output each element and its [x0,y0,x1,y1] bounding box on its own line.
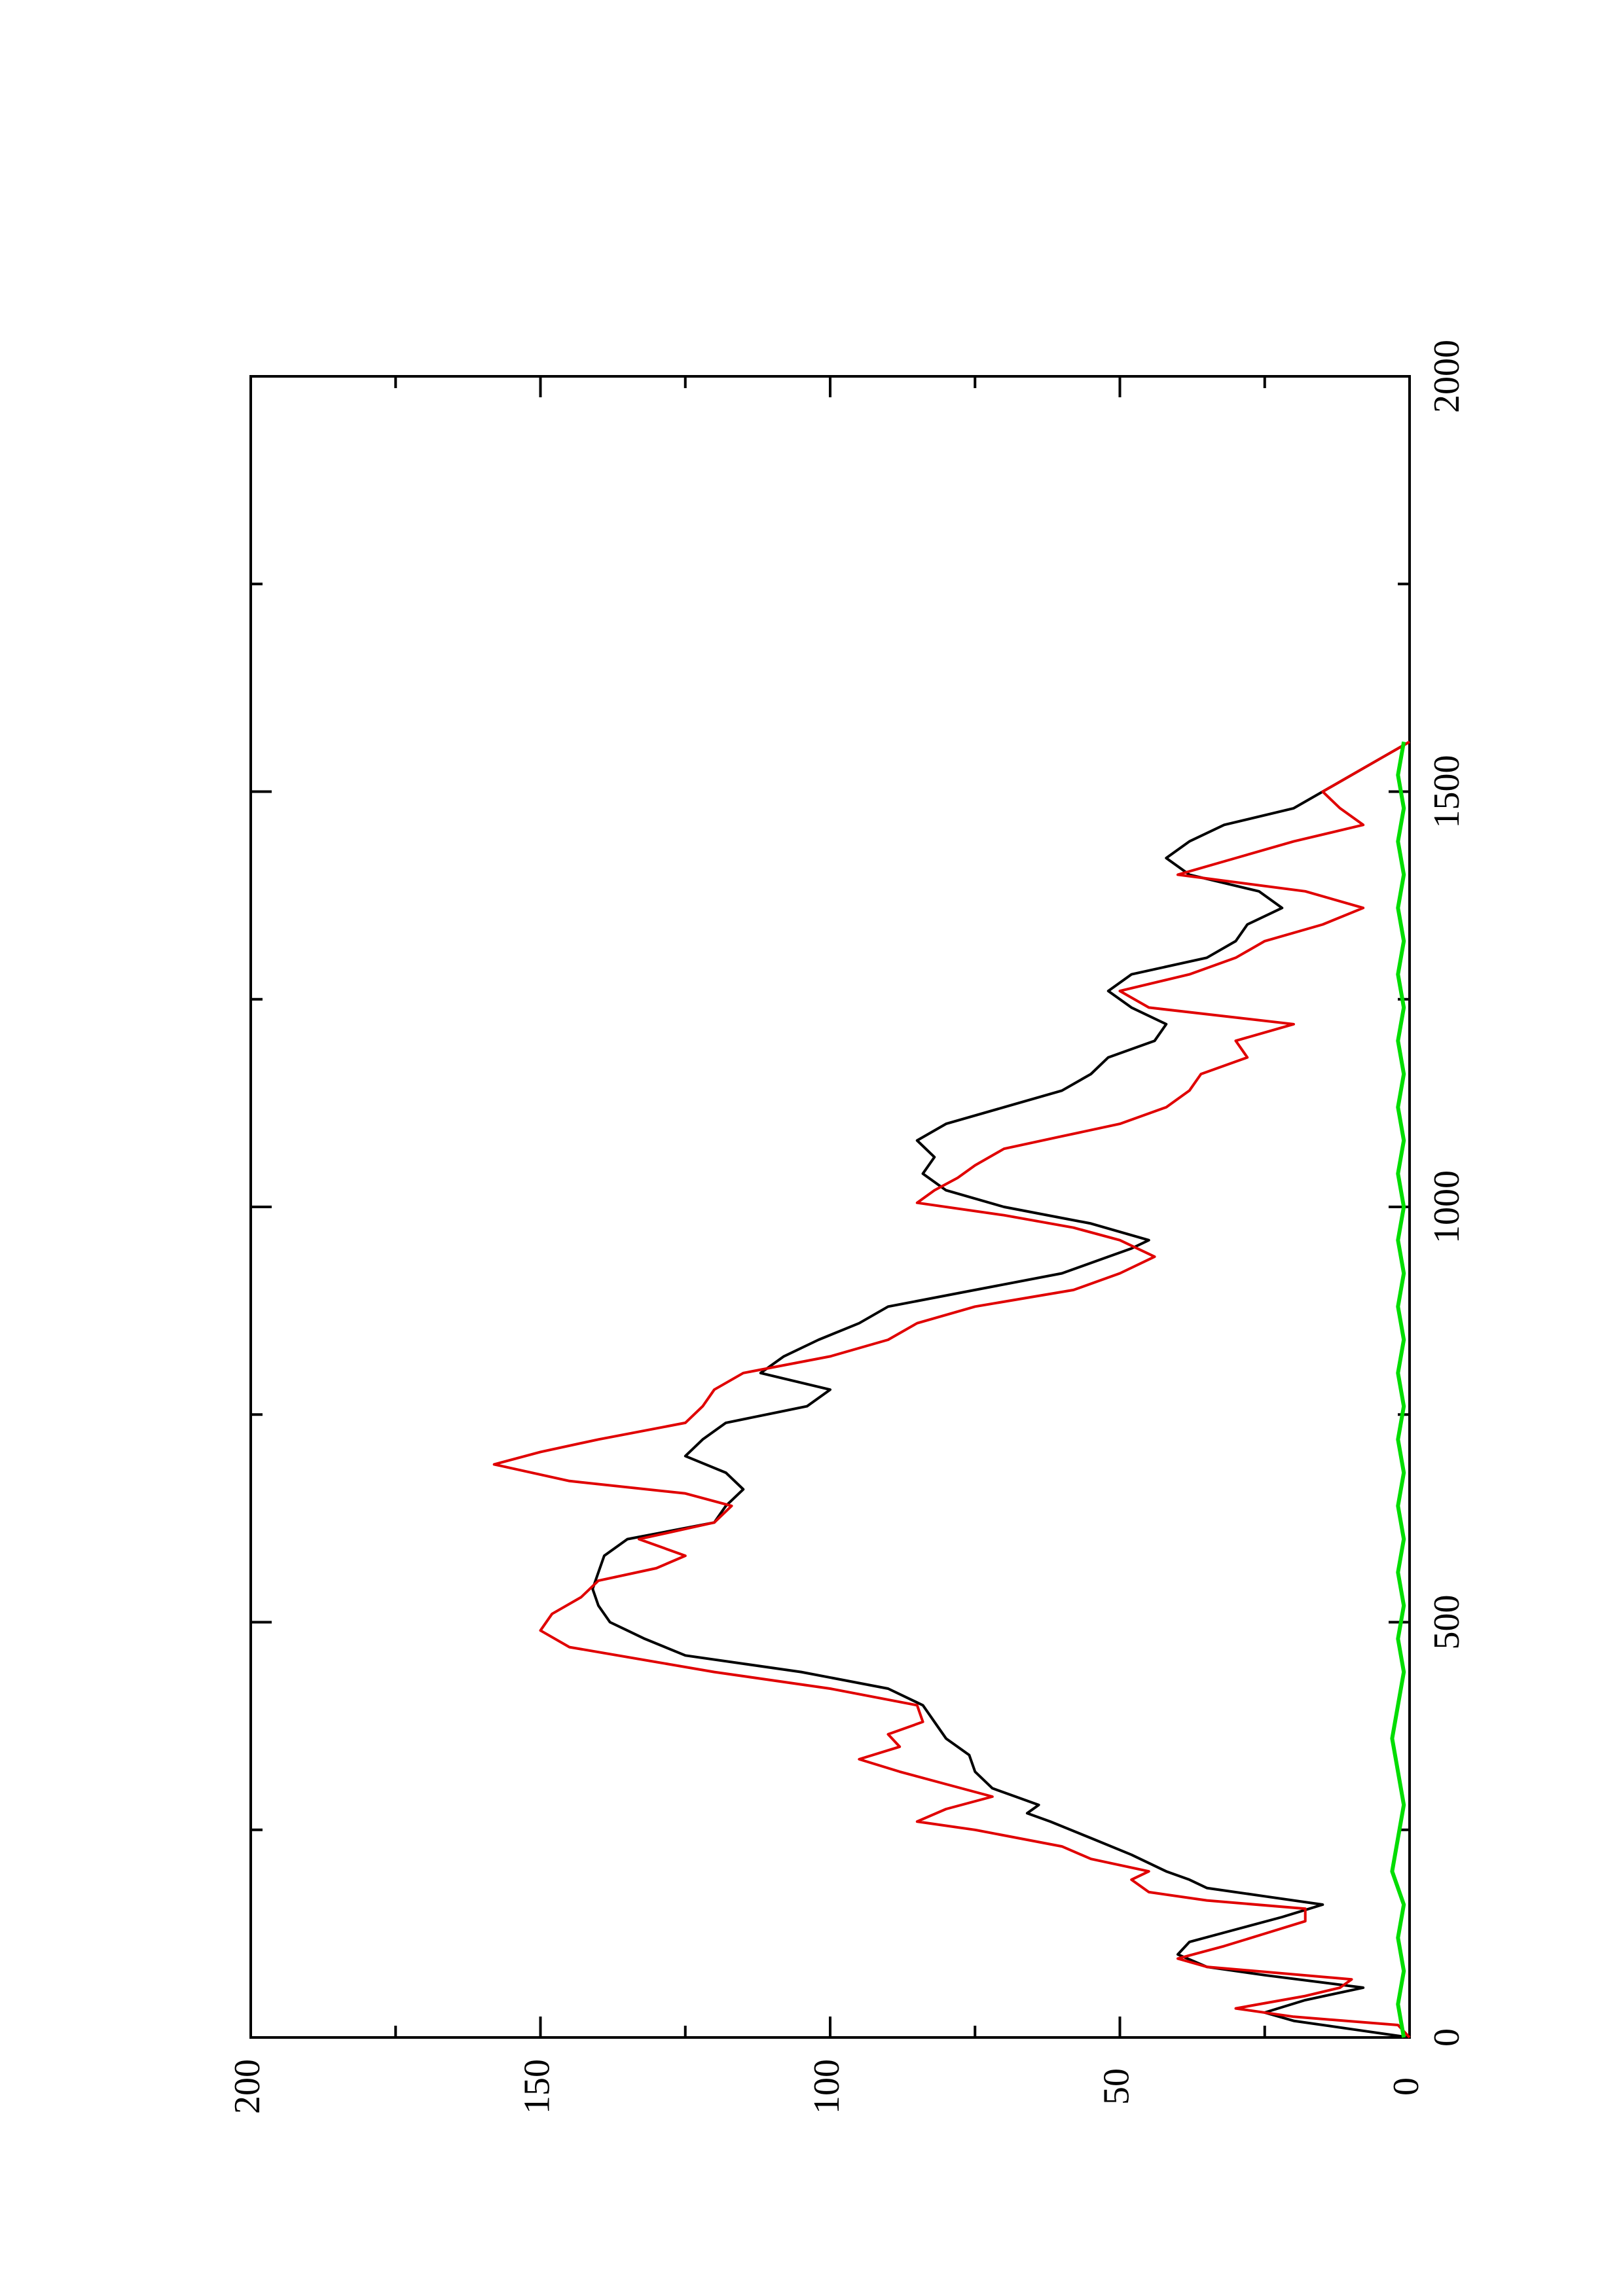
series-line-2 [492,740,1411,2039]
x-tick-label: 1000 [1427,1170,1467,1244]
y-tick-label: 0 [1386,2077,1427,2096]
y-tick-label: 50 [1096,2068,1137,2105]
y-tick-label: 200 [227,2059,268,2114]
tick-labels: 0 500 1000 1500 2000 0 50 100 150 200 [227,340,1467,2114]
x-tick-label: 0 [1427,2028,1467,2047]
y-tick-label: 100 [807,2059,847,2114]
x-tick-label: 500 [1427,1595,1467,1650]
x-tick-label: 1500 [1427,755,1467,829]
tick-marks [249,375,1411,2039]
axes [249,375,1411,2039]
series-line-1 [591,740,1410,2039]
plot-frame [249,375,1411,2039]
series-line-3 [1390,741,1406,2038]
x-tick-label: 2000 [1427,340,1467,413]
series-layer [492,740,1411,2039]
y-tick-label: 150 [517,2059,557,2114]
